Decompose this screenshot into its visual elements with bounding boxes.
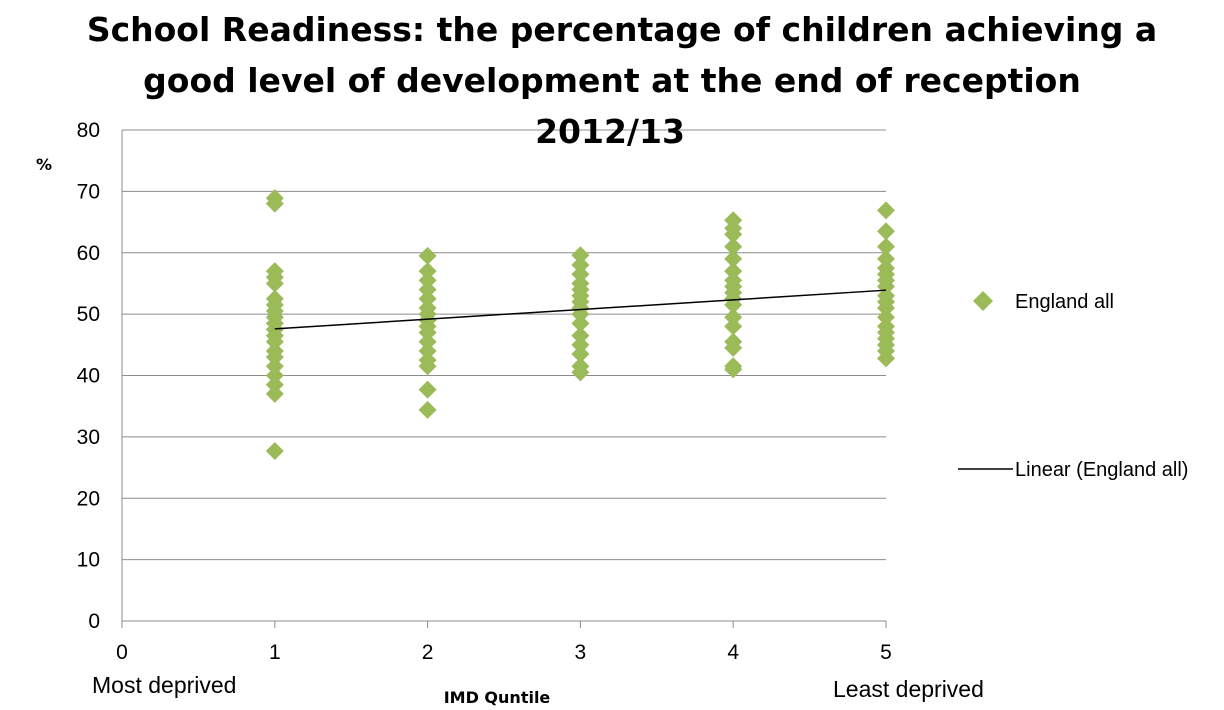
y-tick-label-50: 50 <box>77 303 100 326</box>
y-tick-label-30: 30 <box>77 426 100 449</box>
x-tick-label-1: 1 <box>269 641 281 664</box>
y-tick-label-20: 20 <box>77 487 100 510</box>
chart-title-line-1: School Readiness: the percentage of chil… <box>87 10 1157 49</box>
x-tick-label-3: 3 <box>575 641 587 664</box>
data-point-35 <box>419 401 437 419</box>
y-tick-label-70: 70 <box>77 180 100 203</box>
x-tick-label-2: 2 <box>422 641 434 664</box>
legend-label-linear: Linear (England all) <box>1015 459 1188 481</box>
data-point-68 <box>877 201 895 219</box>
legend-label-england-all: England all <box>1015 291 1114 313</box>
legend: England all Linear (England all) <box>958 291 1188 481</box>
gridlines <box>122 130 886 621</box>
y-tick-label-80: 80 <box>77 119 100 142</box>
y-tick-label-0: 0 <box>88 610 100 633</box>
y-axis-label: % <box>36 155 52 174</box>
data-point-20 <box>419 247 437 265</box>
x-caption-most-deprived: Most deprived <box>92 672 236 698</box>
chart-title-line-3: 2012/13 <box>535 112 685 151</box>
x-tick-label-5: 5 <box>880 641 892 664</box>
y-tick-label-10: 10 <box>77 549 100 572</box>
data-point-69 <box>877 222 895 240</box>
y-tick-label-40: 40 <box>77 365 100 388</box>
legend-marker-england-all <box>973 291 993 311</box>
x-axis-label: IMD Quntile <box>444 688 551 707</box>
data-point-19 <box>266 442 284 460</box>
x-caption-least-deprived: Least deprived <box>833 676 984 702</box>
x-tick-label-4: 4 <box>727 641 739 664</box>
y-tick-label-60: 60 <box>77 242 100 265</box>
axes <box>122 130 886 628</box>
data-point-63 <box>724 317 742 335</box>
data-points <box>266 189 895 460</box>
chart-title-line-2: good level of development at the end of … <box>143 61 1081 100</box>
x-tick-label-0: 0 <box>116 641 128 664</box>
data-point-34 <box>419 381 437 399</box>
x-tick-labels: 0 1 2 3 4 5 <box>116 641 892 664</box>
y-tick-labels: 0 10 20 30 40 50 60 70 80 <box>77 119 100 633</box>
data-point-18 <box>266 385 284 403</box>
chart-title: School Readiness: the percentage of chil… <box>87 10 1157 100</box>
